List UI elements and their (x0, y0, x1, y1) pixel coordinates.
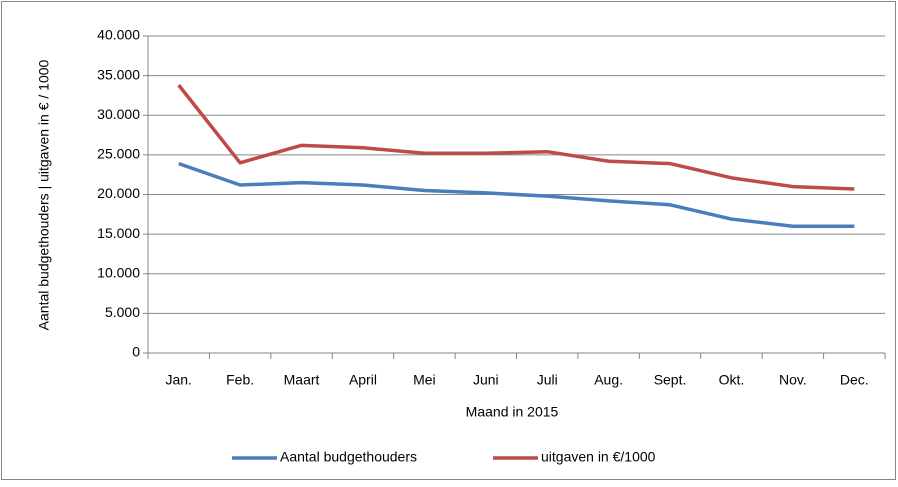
x-tick-label: Feb. (226, 372, 254, 388)
y-tick-label: 35.000 (97, 66, 140, 82)
y-tick-label: 25.000 (97, 146, 140, 162)
x-tick-label: Dec. (840, 372, 869, 388)
x-tick-label: Nov. (779, 372, 807, 388)
y-tick-label: 15.000 (97, 225, 140, 241)
series-line (178, 161, 855, 228)
series-line (177, 84, 855, 191)
y-tick-label: 20.000 (97, 185, 140, 201)
x-tick-label: Okt. (719, 372, 745, 388)
x-axis-title: Maand in 2015 (466, 404, 559, 420)
x-tick-label: Aug. (594, 372, 623, 388)
x-tick-label: April (349, 372, 377, 388)
x-tick-label: Maart (284, 372, 320, 388)
x-tick-label: Sept. (654, 372, 687, 388)
y-tick-label: 30.000 (97, 106, 140, 122)
y-tick-label: 0 (132, 344, 140, 360)
x-tick-label: Juni (473, 372, 499, 388)
x-tick-label: Mei (413, 372, 436, 388)
x-tick-label: Juli (537, 372, 558, 388)
y-tick-label: 5.000 (105, 304, 140, 320)
legend-label: Aantal budgethouders (280, 449, 417, 465)
y-tick-label: 10.000 (97, 264, 140, 280)
y-axis-title: Aantal budgethouders | uitgaven in € / 1… (36, 59, 52, 330)
legend-label: uitgaven in €/1000 (541, 449, 656, 465)
y-tick-label: 40.000 (97, 27, 140, 43)
x-tick-label: Jan. (165, 372, 191, 388)
